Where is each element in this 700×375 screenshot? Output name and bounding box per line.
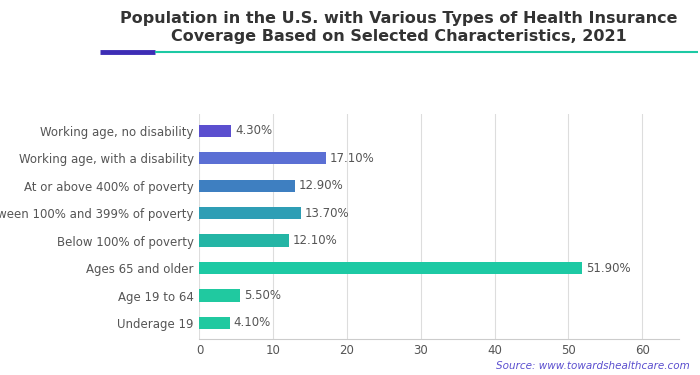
Bar xyxy=(199,152,326,164)
Text: Population in the U.S. with Various Types of Health Insurance
Coverage Based on : Population in the U.S. with Various Type… xyxy=(120,11,678,44)
Bar xyxy=(199,124,231,137)
Text: 4.10%: 4.10% xyxy=(233,316,271,330)
Text: Source: www.towardshealthcare.com: Source: www.towardshealthcare.com xyxy=(496,361,690,371)
Bar xyxy=(199,207,300,219)
Text: 51.90%: 51.90% xyxy=(586,261,631,274)
Bar xyxy=(199,234,289,247)
Text: 4.30%: 4.30% xyxy=(235,124,272,137)
Text: 13.70%: 13.70% xyxy=(304,207,349,220)
Bar xyxy=(199,262,582,274)
Text: 5.50%: 5.50% xyxy=(244,289,281,302)
Text: 12.90%: 12.90% xyxy=(298,179,343,192)
Bar xyxy=(199,317,230,329)
Text: 17.10%: 17.10% xyxy=(329,152,374,165)
Text: 12.10%: 12.10% xyxy=(293,234,337,247)
Bar xyxy=(199,290,240,302)
Bar xyxy=(199,180,295,192)
